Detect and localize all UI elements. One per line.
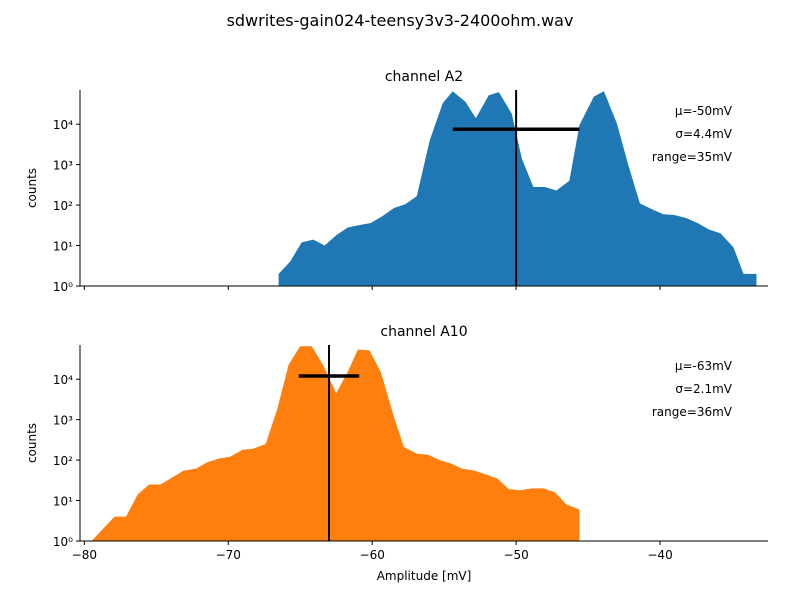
annotation: range=35mV (652, 150, 733, 164)
y-axis-label: counts (25, 423, 39, 463)
axes-title: channel A10 (380, 324, 467, 340)
annotation: σ=4.4mV (675, 127, 732, 141)
y-axis-label: counts (25, 168, 39, 208)
x-tick-label: −70 (216, 548, 241, 562)
annotation: range=36mV (652, 405, 733, 419)
y-tick-label: 10⁰ (53, 535, 73, 549)
y-tick-label: 10¹ (53, 240, 73, 254)
axes-title: channel A2 (385, 69, 463, 85)
area (91, 346, 580, 541)
y-tick-label: 10³ (53, 414, 73, 428)
y-tick-label: 10² (53, 199, 73, 213)
x-axis-label: Amplitude [mV] (377, 569, 472, 583)
y-tick-label: 10⁴ (53, 118, 73, 132)
x-tick-label: −80 (72, 548, 97, 562)
annotation: σ=2.1mV (675, 382, 732, 396)
y-tick-label: 10⁰ (53, 280, 73, 294)
y-tick-label: 10⁴ (53, 373, 73, 387)
annotation: μ=-63mV (675, 359, 733, 373)
y-tick-label: 10³ (53, 159, 73, 173)
y-tick-label: 10¹ (53, 495, 73, 509)
figure-title: sdwrites-gain024-teensy3v3-2400ohm.wav (227, 11, 574, 30)
y-tick-label: 10² (53, 454, 73, 468)
x-tick-label: −40 (647, 548, 672, 562)
area (278, 91, 757, 287)
x-tick-label: −60 (360, 548, 385, 562)
annotation: μ=-50mV (675, 104, 733, 118)
x-tick-label: −50 (503, 548, 528, 562)
